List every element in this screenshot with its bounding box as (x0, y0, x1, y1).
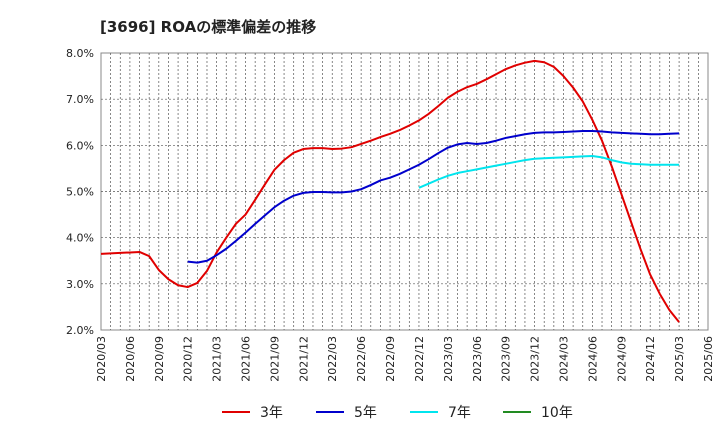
x-tick-label: 2023/06 (471, 336, 484, 382)
x-tick-label: 2021/03 (211, 336, 224, 382)
legend-label: 10年 (541, 405, 573, 421)
legend-label: 3年 (260, 405, 283, 421)
line-chart: 2.0%3.0%4.0%5.0%6.0%7.0%8.0% 2020/03 2020… (66, 47, 715, 382)
y-tick-label: 6.0% (66, 139, 94, 152)
x-tick-label: 2020/09 (153, 336, 166, 382)
y-tick-label: 2.0% (66, 324, 94, 337)
series-lines (100, 59, 680, 323)
x-tick-label: 2025/03 (673, 336, 686, 382)
y-tick-label: 3.0% (66, 278, 94, 291)
x-tick-label: 2024/09 (615, 336, 628, 382)
y-tick-label: 7.0% (66, 93, 94, 106)
y-tick-label: 4.0% (66, 232, 94, 245)
x-tick-label: 2024/06 (586, 336, 599, 382)
series-line-3年 (100, 59, 680, 323)
x-tick-label: 2024/03 (557, 336, 570, 382)
plot-area (100, 52, 709, 331)
x-tick-label: 2020/06 (124, 336, 137, 382)
legend-item: 10年 (503, 402, 573, 422)
legend-swatch (410, 411, 438, 413)
x-tick-label: 2022/06 (355, 336, 368, 382)
legend-label: 7年 (448, 405, 471, 421)
x-tick-label: 2021/09 (268, 336, 281, 382)
legend-item: 5年 (316, 402, 377, 422)
x-axis: 2020/03 2020/06 2020/09 2020/12 2021/03 2021/… (95, 336, 715, 382)
x-tick-label: 2021/12 (297, 336, 310, 382)
chart-title: [3696] ROAの標準偏差の推移 (100, 18, 317, 36)
grid (101, 53, 708, 330)
legend: 3年 5年 7年 10年 (0, 402, 720, 426)
x-tick-label: 2025/06 (702, 336, 715, 382)
y-axis: 2.0% 3.0% 4.0% 5.0% 6.0% 7.0% 8.0% (66, 47, 94, 337)
y-tick-label: 5.0% (66, 186, 94, 199)
legend-item: 3年 (222, 402, 283, 422)
legend-label: 5年 (354, 405, 377, 421)
legend-swatch (503, 411, 531, 413)
x-tick-label: 2022/09 (384, 336, 397, 382)
y-tick-label: 8.0% (66, 47, 94, 60)
x-tick-label: 2020/03 (95, 336, 108, 382)
legend-item: 7年 (410, 402, 471, 422)
x-tick-label: 2022/12 (413, 336, 426, 382)
x-tick-label: 2022/03 (326, 336, 339, 382)
x-tick-label: 2024/12 (644, 336, 657, 382)
series-line-7年 (418, 154, 680, 189)
x-tick-label: 2020/12 (182, 336, 195, 382)
x-tick-label: 2023/09 (500, 336, 513, 382)
x-tick-label: 2023/12 (529, 336, 542, 382)
series-line-5年 (187, 130, 680, 264)
legend-swatch (316, 411, 344, 413)
x-tick-label: 2023/03 (442, 336, 455, 382)
legend-swatch (222, 411, 250, 413)
x-tick-label: 2021/06 (240, 336, 253, 382)
